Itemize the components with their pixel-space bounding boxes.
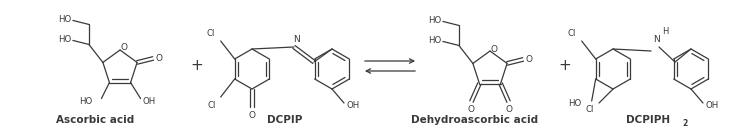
Text: O: O (468, 105, 475, 114)
Text: Cl: Cl (586, 105, 594, 113)
Text: 2: 2 (682, 119, 688, 127)
Text: OH: OH (143, 97, 156, 106)
Text: DCPIPH: DCPIPH (626, 115, 670, 125)
Text: N: N (292, 34, 299, 43)
Text: HO: HO (427, 36, 441, 45)
Text: HO: HO (80, 97, 92, 106)
Text: Cl: Cl (567, 29, 576, 37)
Text: O: O (490, 45, 497, 53)
Text: O: O (526, 55, 532, 64)
Text: OH: OH (346, 100, 360, 110)
Text: N: N (653, 34, 660, 43)
Text: HO: HO (58, 35, 71, 44)
Text: Cl: Cl (207, 100, 216, 110)
Text: DCPIP: DCPIP (267, 115, 303, 125)
Text: +: + (190, 59, 203, 73)
Text: H: H (662, 26, 668, 36)
Text: O: O (505, 105, 512, 114)
Text: O: O (121, 43, 128, 53)
Text: Dehydroascorbic acid: Dehydroascorbic acid (412, 115, 538, 125)
Text: Cl: Cl (206, 29, 214, 37)
Text: HO: HO (58, 15, 71, 24)
Text: Ascorbic acid: Ascorbic acid (56, 115, 134, 125)
Text: O: O (248, 111, 256, 119)
Text: O: O (155, 54, 163, 63)
Text: HO: HO (568, 99, 581, 108)
Text: OH: OH (705, 100, 718, 110)
Text: HO: HO (427, 16, 441, 25)
Text: +: + (559, 59, 572, 73)
